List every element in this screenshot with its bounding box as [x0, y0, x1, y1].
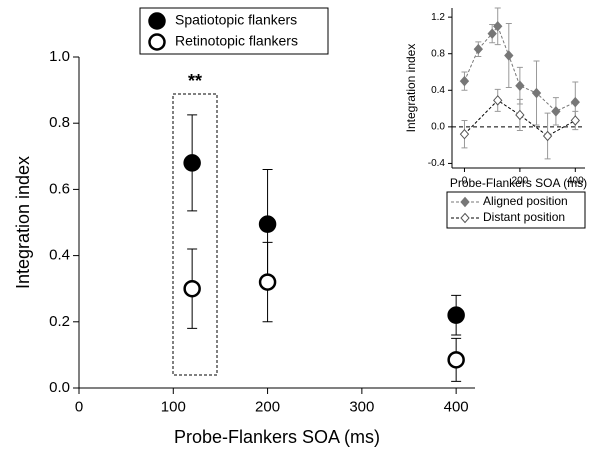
x-tick-label: 100	[161, 398, 186, 415]
legend-marker	[460, 212, 470, 224]
data-point	[258, 215, 277, 233]
y-tick-label: 0.2	[49, 313, 70, 330]
y-tick-label: 0.4	[431, 85, 445, 96]
y-tick-label: 0.8	[431, 48, 445, 59]
data-point	[459, 128, 470, 140]
data-point	[447, 351, 465, 369]
legend-marker	[460, 196, 470, 208]
legend-marker	[148, 33, 166, 51]
y-axis-title: Integration index	[13, 156, 33, 289]
legend-label: Distant position	[483, 210, 565, 224]
y-tick-label: 0.0	[49, 379, 70, 396]
legend-marker	[148, 12, 166, 30]
x-tick-label: 400	[567, 176, 584, 187]
data-point	[487, 28, 497, 39]
data-point	[447, 306, 465, 324]
y-tick-label: 1.2	[431, 12, 445, 23]
y-tick-label: 0.4	[49, 247, 70, 264]
x-tick-label: 0	[75, 398, 83, 415]
y-tick-label: 0.0	[431, 121, 445, 132]
data-point	[551, 106, 561, 117]
x-axis-title: Probe-Flankers SOA (ms)	[174, 427, 380, 447]
legend-label: Aligned position	[483, 194, 568, 208]
data-point	[493, 95, 503, 106]
x-tick-label: 0	[462, 176, 468, 187]
data-point	[183, 154, 201, 172]
data-point	[258, 273, 277, 291]
x-tick-label: 200	[255, 398, 280, 415]
y-axis-title: Integration index	[404, 44, 418, 133]
y-tick-label: 1.0	[49, 48, 70, 65]
data-point	[531, 87, 542, 99]
x-tick-label: 300	[349, 398, 374, 415]
y-tick-label: 0.8	[49, 114, 70, 131]
data-point	[570, 96, 580, 108]
series-line	[464, 99, 576, 137]
y-tick-label: -0.4	[428, 158, 446, 169]
legend-label: Spatiotopic flankers	[175, 12, 297, 28]
data-point	[493, 21, 503, 32]
y-tick-label: 0.6	[49, 180, 70, 197]
data-point	[542, 130, 553, 142]
annotation: **	[188, 71, 202, 91]
legend-box	[139, 7, 329, 55]
data-point	[504, 50, 514, 61]
data-point	[183, 279, 201, 298]
highlight-box	[172, 93, 218, 376]
x-tick-label: 200	[512, 176, 529, 187]
x-tick-label: 400	[444, 398, 469, 415]
data-point	[515, 80, 525, 91]
x-axis-title: Probe-Flankers SOA (ms)	[450, 176, 587, 190]
legend-label: Retinotopic flankers	[175, 33, 298, 49]
data-point	[459, 75, 470, 87]
legend-box	[446, 191, 586, 229]
data-point	[473, 43, 483, 55]
data-point	[570, 115, 580, 126]
data-point	[515, 109, 525, 121]
